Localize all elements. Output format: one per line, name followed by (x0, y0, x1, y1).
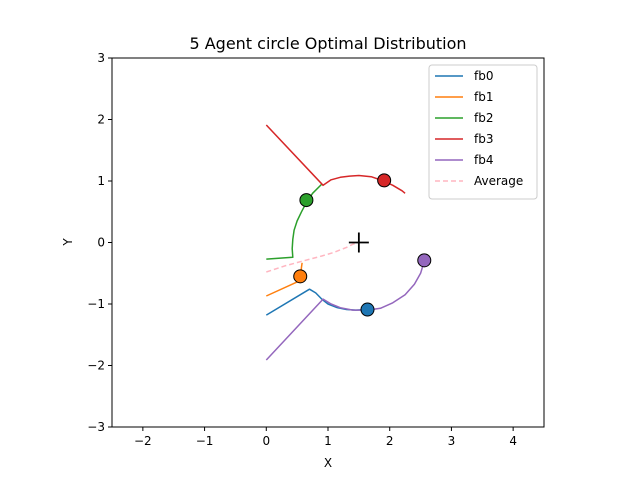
y-axis-label: Y (61, 238, 75, 247)
y-tick-label: −2 (87, 359, 105, 373)
series-line-average (266, 241, 360, 273)
chart-title: 5 Agent circle Optimal Distribution (189, 34, 466, 53)
plot-area (265, 124, 432, 361)
legend-box (428, 64, 538, 200)
x-axis-label: X (324, 456, 332, 470)
y-tick-label: 0 (97, 236, 105, 250)
x-tick-label: 1 (324, 434, 332, 448)
x-tick-label: 0 (262, 434, 270, 448)
y-tick-label: −3 (87, 420, 105, 434)
legend-label-fb2: fb2 (474, 111, 493, 125)
legend-label-fb0: fb0 (474, 69, 493, 83)
series-line-fb0 (265, 288, 368, 316)
x-tick-label: 3 (448, 434, 456, 448)
y-tick-label: 2 (97, 113, 105, 127)
legend: fb0 fb1 fb2 fb3 fb4 Average (428, 64, 538, 200)
x-tick-label: 4 (509, 434, 517, 448)
y-tick-label: −1 (87, 297, 105, 311)
agent-marker-fb1 (293, 269, 308, 284)
x-tick-label: −2 (134, 434, 152, 448)
legend-label-fb4: fb4 (474, 153, 493, 167)
legend-label-average: Average (474, 174, 523, 188)
y-tick-label: 3 (97, 51, 105, 65)
x-tick-label: 2 (386, 434, 394, 448)
agent-marker-fb2 (299, 193, 314, 208)
agent-marker-fb0 (360, 302, 375, 317)
series-line-fb4 (265, 260, 426, 361)
series-line-fb2 (266, 183, 323, 260)
series-line-fb3 (265, 124, 406, 194)
y-tick-label: 1 (97, 174, 105, 188)
x-tick-label: −1 (196, 434, 214, 448)
axis-ticks: −2 −1 0 1 2 3 4 −3 −2 −1 0 1 2 3 (87, 51, 517, 448)
agent-marker-fb3 (377, 173, 392, 188)
legend-label-fb3: fb3 (474, 132, 493, 146)
agent-marker-fb4 (417, 253, 432, 268)
legend-label-fb1: fb1 (474, 90, 493, 104)
